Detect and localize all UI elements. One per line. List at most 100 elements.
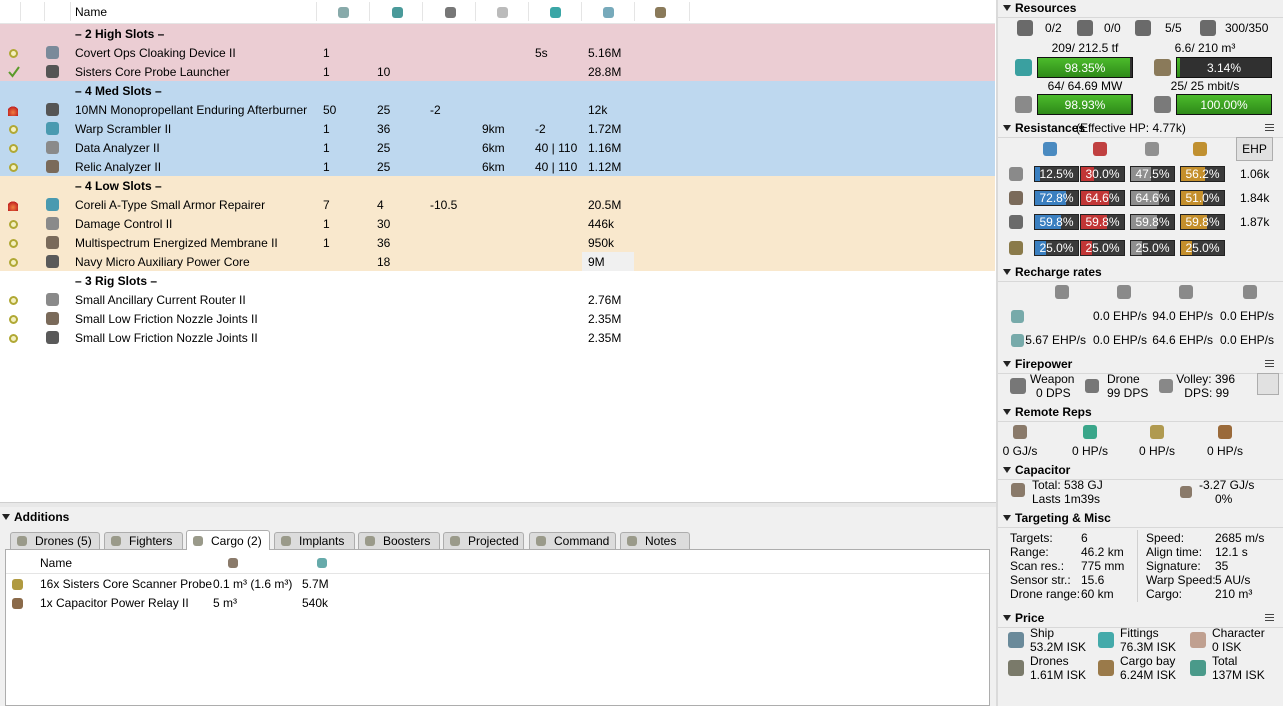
state-active[interactable] bbox=[8, 65, 20, 78]
volley: Volley: 396 bbox=[1176, 372, 1235, 386]
state-online[interactable] bbox=[9, 314, 18, 324]
section-header: Recharge rates bbox=[1015, 265, 1102, 279]
section-header: Firepower bbox=[1015, 357, 1073, 371]
module-row[interactable] bbox=[0, 157, 995, 176]
icon bbox=[1017, 20, 1033, 36]
icon bbox=[1117, 285, 1131, 299]
button-label[interactable]: EHP bbox=[1242, 142, 1267, 156]
icon bbox=[45, 141, 59, 154]
icon bbox=[45, 122, 59, 135]
state-online[interactable] bbox=[9, 143, 18, 153]
price-label: Drones bbox=[1030, 654, 1069, 668]
tab[interactable] bbox=[358, 532, 440, 549]
icon bbox=[1008, 660, 1024, 676]
meter-value: 98.35% bbox=[1064, 60, 1106, 75]
menu-icon bbox=[1265, 124, 1274, 125]
state-online[interactable] bbox=[9, 238, 18, 248]
icon bbox=[549, 6, 561, 18]
check-icon bbox=[8, 65, 20, 78]
tab[interactable] bbox=[10, 532, 100, 549]
icon bbox=[1159, 379, 1173, 393]
stat-label: Align time: bbox=[1146, 545, 1203, 559]
module-row[interactable] bbox=[0, 309, 995, 328]
icon bbox=[45, 293, 59, 306]
module-row[interactable] bbox=[0, 214, 995, 233]
module-name: Warp Scrambler II bbox=[75, 121, 172, 136]
module-cell: 2.35M bbox=[588, 330, 622, 345]
module-cell: 50 bbox=[323, 102, 337, 117]
separator bbox=[998, 479, 1283, 480]
section-header: Remote Reps bbox=[1015, 405, 1092, 419]
tab-label[interactable]: Command bbox=[554, 534, 610, 548]
module-row[interactable] bbox=[0, 195, 995, 214]
tab-label[interactable]: Implants bbox=[299, 534, 345, 548]
tab[interactable] bbox=[443, 532, 524, 549]
module-row[interactable] bbox=[0, 100, 995, 119]
collapse-arrow[interactable] bbox=[1003, 615, 1011, 621]
tab[interactable] bbox=[104, 532, 183, 549]
recharge-value: 64.6 EHP/s bbox=[1152, 333, 1213, 347]
state-online[interactable] bbox=[9, 257, 18, 267]
header-divider bbox=[20, 2, 21, 21]
collapse-arrow[interactable] bbox=[1003, 5, 1011, 11]
state-online[interactable] bbox=[9, 295, 18, 305]
tab-label[interactable]: Cargo (2) bbox=[211, 534, 262, 548]
tab-label[interactable]: Boosters bbox=[383, 534, 431, 548]
collapse-arrow[interactable] bbox=[1003, 361, 1011, 367]
module-cell: 20.5M bbox=[588, 197, 622, 212]
collapse-arrow[interactable] bbox=[1003, 515, 1011, 521]
header-divider bbox=[70, 2, 71, 21]
state-online[interactable] bbox=[9, 48, 18, 58]
resist-value: 59.8% bbox=[1039, 215, 1074, 229]
resist-fill bbox=[1081, 241, 1092, 255]
separator bbox=[998, 421, 1283, 422]
cargo-name[interactable]: 1x Capacitor Power Relay II bbox=[40, 596, 189, 610]
stat-label: Speed: bbox=[1146, 531, 1185, 545]
state-overheated[interactable] bbox=[8, 198, 18, 211]
tab[interactable] bbox=[529, 532, 616, 549]
module-row[interactable] bbox=[0, 119, 995, 138]
side-divider bbox=[996, 0, 998, 706]
icon bbox=[45, 160, 59, 173]
stat-value: 35 bbox=[1215, 559, 1229, 573]
module-row[interactable] bbox=[0, 62, 995, 81]
module-row[interactable] bbox=[0, 43, 995, 62]
state-online[interactable] bbox=[9, 219, 18, 229]
state-online[interactable] bbox=[9, 333, 18, 343]
module-cell: 12k bbox=[588, 102, 608, 117]
stat-value: 12.1 s bbox=[1215, 545, 1248, 559]
module-row[interactable] bbox=[0, 252, 995, 271]
collapse-arrow[interactable] bbox=[1003, 409, 1011, 415]
collapse-arrow[interactable] bbox=[1003, 269, 1011, 275]
stat-value: 210 m³ bbox=[1215, 587, 1253, 601]
cargo-price: 540k bbox=[302, 596, 329, 610]
module-cell: 9M bbox=[588, 254, 605, 269]
cargo-name[interactable]: 16x Sisters Core Scanner Probe bbox=[40, 577, 213, 591]
state-overheated[interactable] bbox=[8, 103, 18, 116]
collapse-arrow[interactable] bbox=[2, 514, 10, 520]
collapse-arrow[interactable] bbox=[1003, 125, 1011, 131]
tab[interactable] bbox=[186, 530, 270, 550]
state-online[interactable] bbox=[9, 162, 18, 172]
tab-label[interactable]: Projected bbox=[468, 534, 519, 548]
cap-percent: 0% bbox=[1215, 492, 1233, 506]
tab-label[interactable]: Notes bbox=[645, 534, 677, 548]
module-cell: 1.16M bbox=[588, 140, 622, 155]
module-row[interactable] bbox=[0, 138, 995, 157]
icon bbox=[496, 6, 508, 18]
tab[interactable] bbox=[274, 532, 355, 549]
collapse-arrow[interactable] bbox=[1003, 467, 1011, 473]
price-value: 76.3M ISK bbox=[1120, 640, 1177, 654]
state-online[interactable] bbox=[9, 124, 18, 134]
meter-value: 100.00% bbox=[1200, 97, 1248, 112]
tab-label[interactable]: Fighters bbox=[129, 534, 173, 548]
icon bbox=[45, 46, 59, 59]
tab-label[interactable]: Drones (5) bbox=[35, 534, 92, 548]
module-row[interactable] bbox=[0, 290, 995, 309]
module-row[interactable] bbox=[0, 328, 995, 347]
module-row[interactable] bbox=[0, 233, 995, 252]
ehp-button[interactable] bbox=[1236, 137, 1273, 161]
firepower-button[interactable] bbox=[1257, 373, 1279, 395]
tab[interactable] bbox=[620, 532, 690, 549]
